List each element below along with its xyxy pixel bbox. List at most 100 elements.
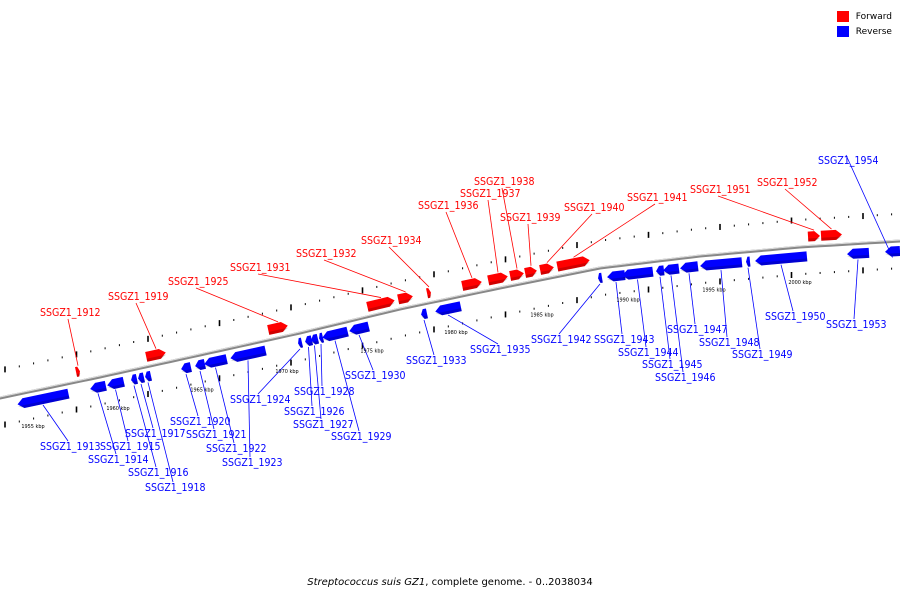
leader-line xyxy=(670,275,684,373)
leader-line xyxy=(853,259,859,320)
leader-line xyxy=(388,246,430,288)
gene-arrow-SSGZ1_1944 xyxy=(622,266,654,280)
leader-line xyxy=(334,340,360,432)
polygon-shape xyxy=(435,308,462,316)
gene-arrow-SSGZ1_1942 xyxy=(598,272,603,283)
polygon-shape xyxy=(525,272,538,278)
leader-line xyxy=(447,314,499,345)
polygon-shape xyxy=(349,321,370,335)
gene-label-SSGZ1_1918: SSGZ1_1918 xyxy=(145,482,206,494)
gene-label-SSGZ1_1920: SSGZ1_1920 xyxy=(170,416,231,428)
gene-label-SSGZ1_1953: SSGZ1_1953 xyxy=(826,319,887,331)
gene-label-SSGZ1_1946: SSGZ1_1946 xyxy=(655,372,716,384)
gene-arrow-SSGZ1_1923 xyxy=(230,345,267,362)
gene-label-SSGZ1_1941: SSGZ1_1941 xyxy=(627,192,688,204)
gene-arrow-SSGZ1_1913 xyxy=(17,388,70,409)
polygon-shape xyxy=(204,361,228,368)
polygon-shape xyxy=(75,366,80,377)
gene-label-SSGZ1_1919: SSGZ1_1919 xyxy=(108,291,169,303)
gene-label-SSGZ1_1915: SSGZ1_1915 xyxy=(100,441,161,453)
gene-arrow-SSGZ1_1924 xyxy=(298,337,304,348)
gene-arrow-SSGZ1_1912 xyxy=(75,366,81,377)
gene-arrow-SSGZ1_1926 xyxy=(305,335,314,346)
leader-line xyxy=(546,213,593,263)
polygon-shape xyxy=(746,256,751,267)
gene-label-SSGZ1_1916: SSGZ1_1916 xyxy=(128,467,189,479)
polygon-shape xyxy=(847,247,870,259)
polygon-shape xyxy=(557,262,591,272)
legend-forward-label: Forward xyxy=(855,11,892,22)
polygon-shape xyxy=(107,383,125,390)
gene-label-SSGZ1_1917: SSGZ1_1917 xyxy=(125,428,186,440)
scale-label: 2000 kbp xyxy=(788,280,811,286)
polygon-shape xyxy=(230,345,267,362)
gene-arrow-SSGZ1_1915 xyxy=(107,376,125,390)
polygon-shape xyxy=(76,373,81,377)
polygon-shape xyxy=(181,362,192,374)
scale-label: 1970 kbp xyxy=(275,369,298,375)
leader-line xyxy=(257,273,382,298)
leader-line xyxy=(140,383,154,429)
gene-label-SSGZ1_1932: SSGZ1_1932 xyxy=(296,248,357,260)
polygon-shape xyxy=(90,380,107,393)
polygon-shape xyxy=(17,395,70,409)
gene-label-SSGZ1_1951: SSGZ1_1951 xyxy=(690,184,751,196)
scale-label: 1965 kbp xyxy=(190,388,213,394)
leader-line xyxy=(199,370,215,430)
polygon-shape xyxy=(305,342,314,346)
gene-label-SSGZ1_1940: SSGZ1_1940 xyxy=(564,202,625,214)
legend-reverse: Reverse xyxy=(836,24,892,39)
gene-label-SSGZ1_1931: SSGZ1_1931 xyxy=(230,262,291,274)
polygon-shape xyxy=(319,332,325,343)
leader-line xyxy=(42,404,69,442)
gene-arrow-SSGZ1_1931 xyxy=(366,296,396,312)
leader-line xyxy=(558,283,601,335)
gene-features xyxy=(17,229,900,409)
gene-arrow-SSGZ1_1936 xyxy=(461,278,483,291)
gene-label-SSGZ1_1928: SSGZ1_1928 xyxy=(294,386,355,398)
polygon-shape xyxy=(808,237,821,242)
gene-arrow-SSGZ1_1929 xyxy=(322,326,349,342)
polygon-shape xyxy=(90,387,107,393)
leader-line xyxy=(97,393,117,455)
polygon-shape xyxy=(663,263,680,275)
gene-arrow-SSGZ1_1922 xyxy=(204,354,228,368)
polygon-shape xyxy=(319,339,325,343)
polygon-shape xyxy=(195,359,206,370)
polygon-shape xyxy=(421,308,428,319)
gene-label-SSGZ1_1925: SSGZ1_1925 xyxy=(168,276,229,288)
gene-arrow-SSGZ1_1930 xyxy=(349,321,370,335)
leader-line xyxy=(501,187,518,269)
leader-line xyxy=(445,211,473,279)
gene-label-SSGZ1_1954: SSGZ1_1954 xyxy=(818,155,879,167)
polygon-shape xyxy=(510,275,525,281)
polygon-shape xyxy=(305,335,314,346)
legend-reverse-label: Reverse xyxy=(855,26,892,37)
polygon-shape xyxy=(131,373,139,385)
leader-line xyxy=(257,348,301,395)
polygon-shape xyxy=(656,272,665,276)
legend-forward: Forward xyxy=(836,9,892,24)
gene-arrow-SSGZ1_1953 xyxy=(847,247,870,259)
scale-label: 1980 kbp xyxy=(444,330,467,336)
label-leaders xyxy=(42,154,893,483)
polygon-shape xyxy=(755,251,808,266)
polygon-shape xyxy=(847,254,870,259)
gene-arrow-SSGZ1_1939 xyxy=(524,266,538,278)
scale-label: 1990 kbp xyxy=(616,298,639,304)
leader-line xyxy=(487,199,499,273)
gene-label-SSGZ1_1926: SSGZ1_1926 xyxy=(284,406,345,418)
gene-arrow-SSGZ1_1945 xyxy=(656,265,665,276)
scale-label: 1995 kbp xyxy=(702,288,725,294)
gene-arrow-SSGZ1_1935 xyxy=(435,301,462,316)
gene-arrow-SSGZ1_1933 xyxy=(421,308,428,319)
polygon-shape xyxy=(539,263,554,275)
polygon-shape xyxy=(435,301,462,316)
gene-label-SSGZ1_1942: SSGZ1_1942 xyxy=(531,334,592,346)
gene-arrow-SSGZ1_1951 xyxy=(807,231,821,242)
polygon-shape xyxy=(622,266,654,280)
gene-label-SSGZ1_1930: SSGZ1_1930 xyxy=(345,370,406,382)
polygon-shape xyxy=(821,236,843,241)
polygon-shape xyxy=(598,279,603,283)
